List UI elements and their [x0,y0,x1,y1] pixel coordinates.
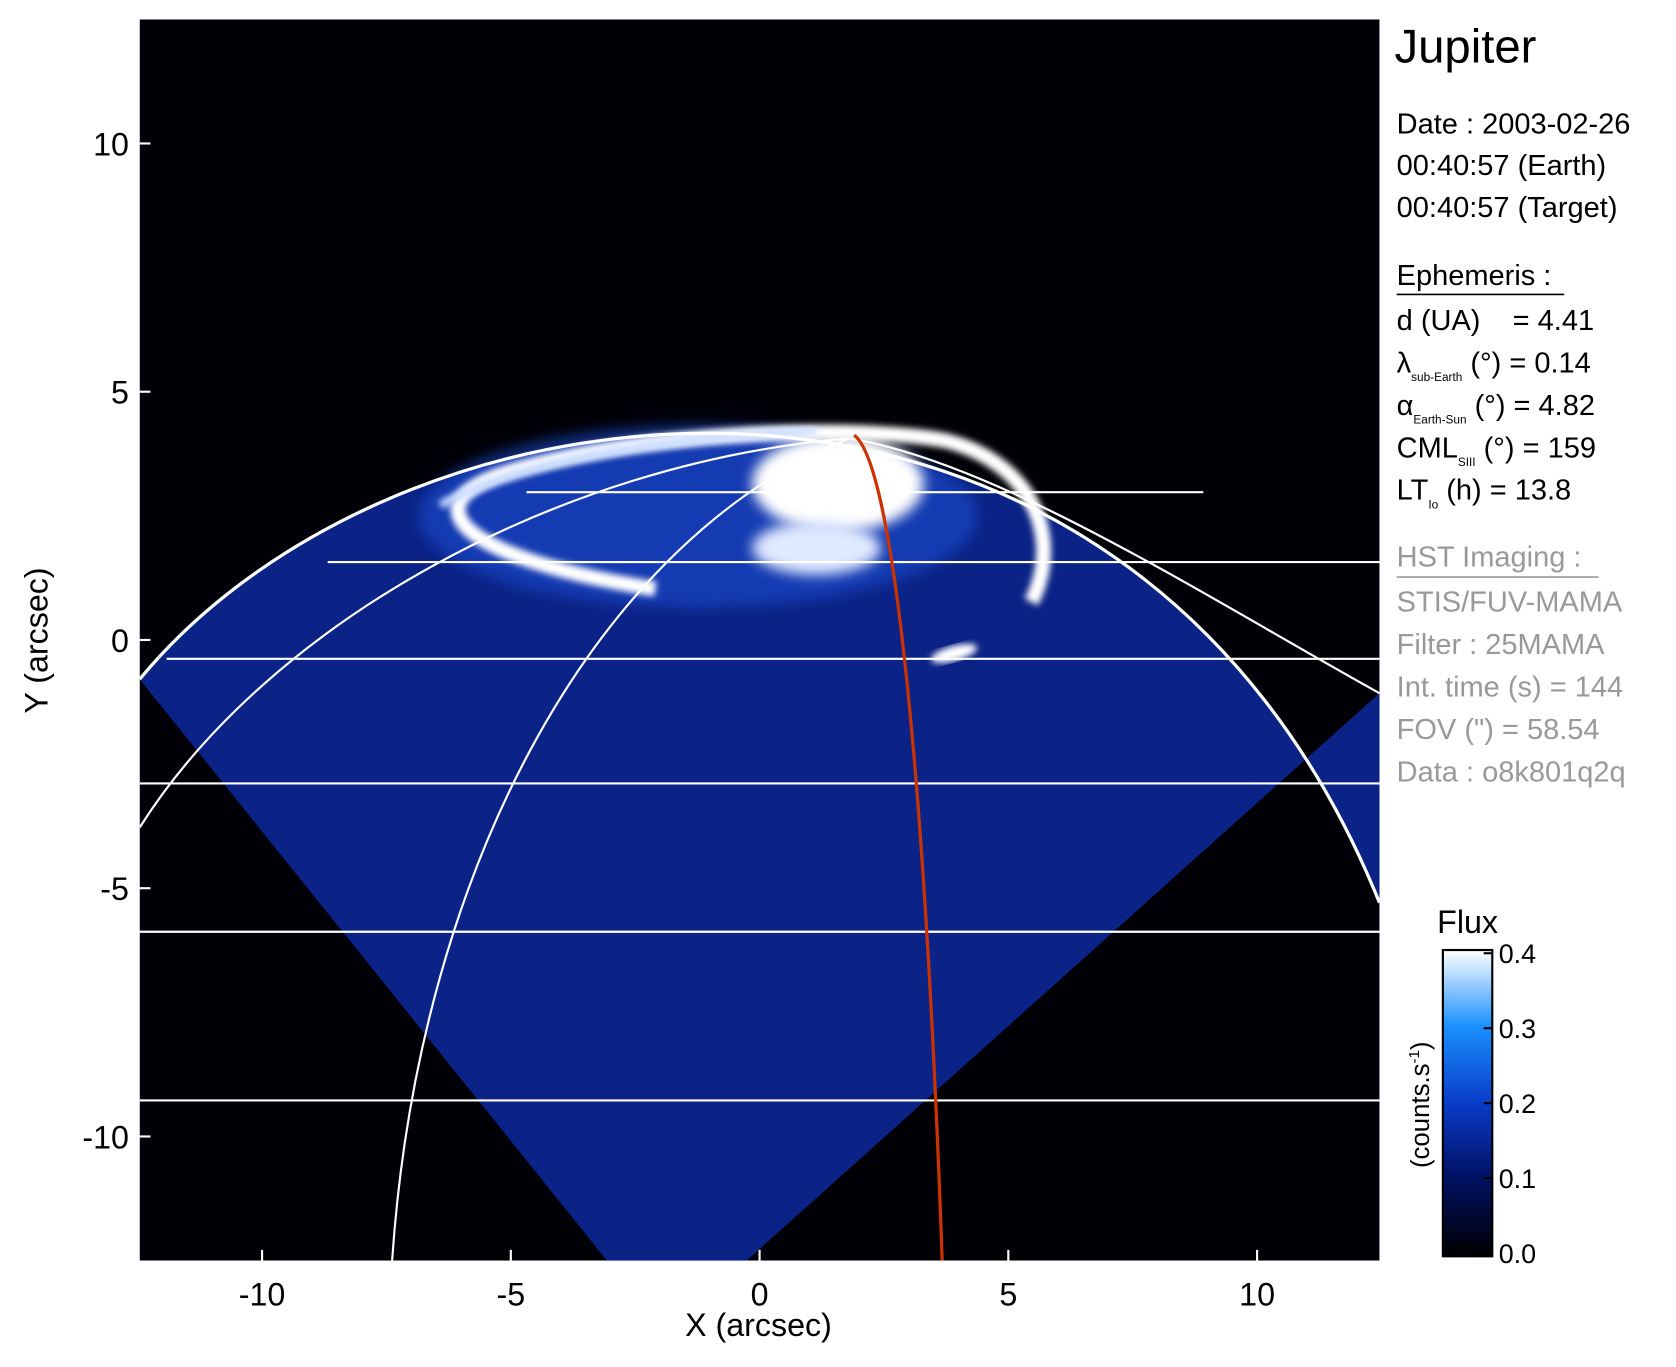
x-tick-label: 0 [751,1277,769,1313]
limb [139,431,1380,904]
unit-sup: -1 [1406,1050,1423,1063]
row-sub: SIII [1458,455,1476,469]
date-line: 00:40:57 (Target) [1397,192,1618,224]
colorbar-tick-label: 0.3 [1499,1014,1536,1044]
x-tick-label: -10 [239,1277,286,1313]
row-rest: (°) = 0.14 [1462,347,1590,379]
colorbar-tick-label: 0.2 [1499,1089,1536,1119]
x-tick-label: -5 [496,1277,525,1313]
row-sub: sub-Earth [1411,370,1462,384]
row-rest: (°) = 4.82 [1467,390,1595,422]
imaging-row: FOV (") = 58.54 [1397,714,1600,746]
latitude-lines [139,491,1380,1102]
longitude-line [848,437,1380,695]
ephemeris-row: λsub-Earth (°) = 0.14 [1397,347,1591,384]
x-axis-label: X (arcsec) [685,1307,832,1343]
imaging-row: Int. time (s) = 144 [1397,671,1623,703]
ephemeris-row: αEarth-Sun (°) = 4.82 [1397,390,1595,427]
row-sub: Earth-Sun [1413,412,1466,426]
io-footprint [853,433,944,1261]
info-title: Jupiter [1395,20,1537,73]
y-tick-label: -10 [82,1119,129,1155]
ephemeris-row: CMLSIII (°) = 159 [1397,432,1596,469]
date-line: 00:40:57 (Earth) [1397,150,1607,182]
y-tick-label: -5 [100,871,129,907]
row-rest: (°) = 159 [1476,432,1596,464]
x-tick-label: 5 [999,1277,1017,1313]
imaging-row: STIS/FUV-MAMA [1397,586,1623,618]
imaging-row: Data : o8k801q2q [1397,756,1626,788]
disk [139,433,1380,1261]
colorbar-title: Flux [1437,904,1498,940]
ephemeris-row: d (UA) = 4.41 [1397,305,1594,337]
colorbar-tick-label: 0.0 [1499,1239,1536,1269]
colorbar-tick-label: 0.4 [1499,939,1536,969]
row-sub: Io [1428,497,1438,511]
longitude-line [391,437,850,1261]
y-tick-label: 10 [93,126,129,162]
unit-close: ) [1407,1042,1435,1051]
y-axis-label: Y (arcsec) [18,567,54,713]
row-main: CML [1397,432,1458,464]
imaging-heading: HST Imaging : [1397,541,1582,573]
longitude-line [139,437,849,829]
date-line: Date : 2003-02-26 [1397,108,1631,140]
colorbar-unit: (counts.s-1) [1406,1042,1435,1169]
colorbar-tick-label: 0.1 [1499,1164,1536,1194]
row-main: d (UA) = 4.41 [1397,305,1594,337]
row-main: α [1397,390,1414,422]
aurora-patch [752,521,881,575]
x-tick-label: 10 [1239,1277,1275,1313]
ephemeris-row: LTIo (h) = 13.8 [1397,475,1572,512]
row-rest: (h) = 13.8 [1438,475,1571,507]
row-main: λ [1397,347,1412,379]
planet-grid [139,431,1380,1261]
unit-text: (counts.s [1407,1063,1435,1168]
ephemeris-heading: Ephemeris : [1397,260,1552,292]
y-tick-label: 5 [111,375,129,411]
y-tick-label: 0 [111,623,129,659]
image [139,19,1380,1261]
imaging-row: Filter : 25MAMA [1397,629,1605,661]
row-main: LT [1397,475,1429,507]
